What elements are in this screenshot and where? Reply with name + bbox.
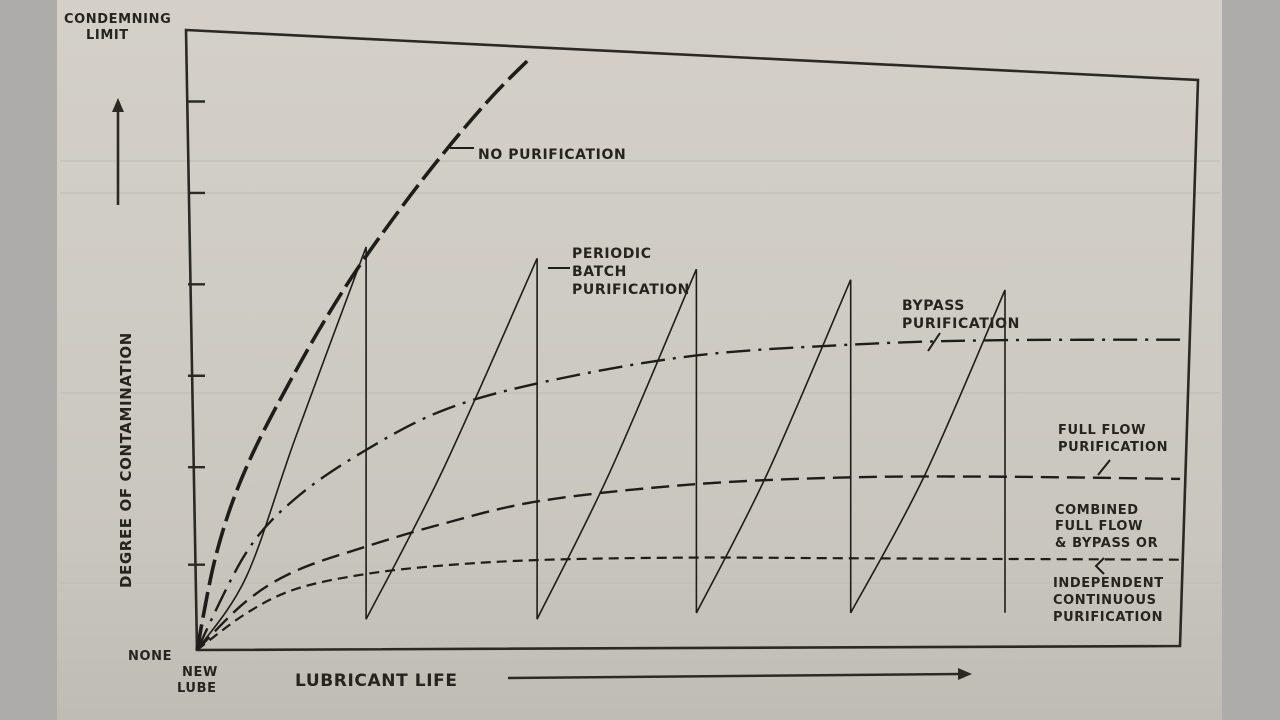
series-no-purification (195, 55, 533, 651)
y-axis-arrow (112, 98, 124, 205)
arrow-up-icon (112, 98, 124, 112)
series-combined-full-flow-bypass-or-independent-continuous-purification (196, 556, 1181, 651)
independent-continuous-label: INDEPENDENT CONTINUOUS PURIFICATION (1053, 576, 1169, 625)
condemning-limit-label: CONDEMNING LIMIT (64, 12, 177, 43)
leader-full-flow (1097, 459, 1111, 476)
full-flow-label: FULL FLOW PURIFICATION (1058, 423, 1168, 455)
bypass-label: BYPASS PURIFICATION (902, 298, 1020, 332)
none-label: NONE (128, 649, 172, 664)
arrow-right-icon (958, 668, 972, 680)
y-axis-label: DEGREE OF CONTAMINATION (117, 332, 135, 588)
series-bypass-purification (195, 338, 1181, 651)
book-page (57, 0, 1222, 720)
arrow-left-icon (1094, 557, 1105, 575)
page-show-through (60, 160, 1220, 584)
series-periodic-batch-purification (196, 246, 1006, 651)
x-axis-arrow (507, 668, 972, 680)
x-axis-label: LUBRICANT LIFE (295, 671, 458, 691)
y-axis-ticks (188, 100, 205, 566)
leader-bypass (927, 332, 941, 352)
combined-label: COMBINED FULL FLOW & BYPASS OR (1055, 503, 1158, 551)
series-full-flow-purification (196, 475, 1181, 651)
new-lube-label: NEW LUBE (177, 665, 223, 696)
no-purification-label: NO PURIFICATION (478, 147, 626, 163)
plot-frame (184, 28, 1200, 652)
periodic-batch-label: PERIODIC BATCH PURIFICATION (572, 246, 690, 298)
series-layer (195, 55, 1181, 651)
